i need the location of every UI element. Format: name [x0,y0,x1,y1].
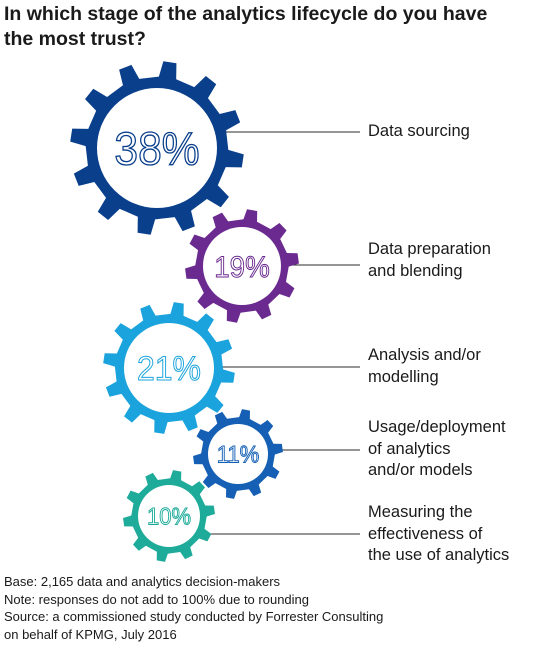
gear-hole-4 [208,424,268,484]
gear-value-2: 19% [214,251,269,284]
gear-hole-1 [97,88,217,208]
footnote-source-line-2: on behalf of KPMG, July 2016 [4,626,177,642]
stage-label-5: Measuring the effectiveness of the use of … [368,502,509,567]
gear-2: 19% [185,209,360,323]
stage-label-2-line-1: Data preparation [368,240,491,258]
gear-4: 11% [193,409,360,499]
gear-hole-3 [124,323,214,413]
stage-label-4-line-1: Usage/deployment [368,418,506,436]
stage-label-5-line-2: effectiveness of [368,524,483,543]
footnotes: Base: 2,165 data and analytics decision-… [4,573,524,643]
footnote-note: Note: responses do not add to 100% due t… [4,591,309,607]
gear-value-5: 10% [147,504,191,531]
stage-label-4: Usage/deployment of analytics and/or model… [368,417,506,482]
chart-title: In which stage of the analytics lifecycl… [4,2,524,52]
chart-title-line-1: In which stage of the analytics lifecycl… [4,3,488,25]
gear-value-3: 21% [137,350,201,388]
gear-value-4: 11% [217,442,260,469]
chart-title-line-2: the most trust? [4,28,146,50]
stage-label-1-line-1: Data sourcing [368,122,470,140]
gear-3: 21% [103,302,360,434]
stage-label-3-line-1: Analysis and/or [368,346,481,364]
stage-label-2: Data preparation and blending [368,239,491,282]
stage-label-3: Analysis and/or modelling [368,345,481,388]
gear-1: 38% [70,61,360,235]
stage-label-2-line-2: and blending [368,261,463,280]
stage-label-5-line-3: the use of analytics [368,546,510,564]
gear-value-1: 38% [114,123,199,175]
stage-label-5-line-1: Measuring the [368,503,473,521]
stage-label-4-line-2: of analytics [368,439,451,458]
stage-label-3-line-2: modelling [368,367,439,386]
gear-hole-5 [138,485,200,547]
gear-hole-2 [203,227,281,305]
stage-label-4-line-3: and/or models [368,461,473,479]
footnote-base: Base: 2,165 data and analytics decision-… [4,574,281,589]
footnote-source-line-1: Source: a commissioned study conducted b… [4,609,384,624]
stage-label-1: Data sourcing [368,121,470,143]
gear-5: 10% [123,470,360,562]
